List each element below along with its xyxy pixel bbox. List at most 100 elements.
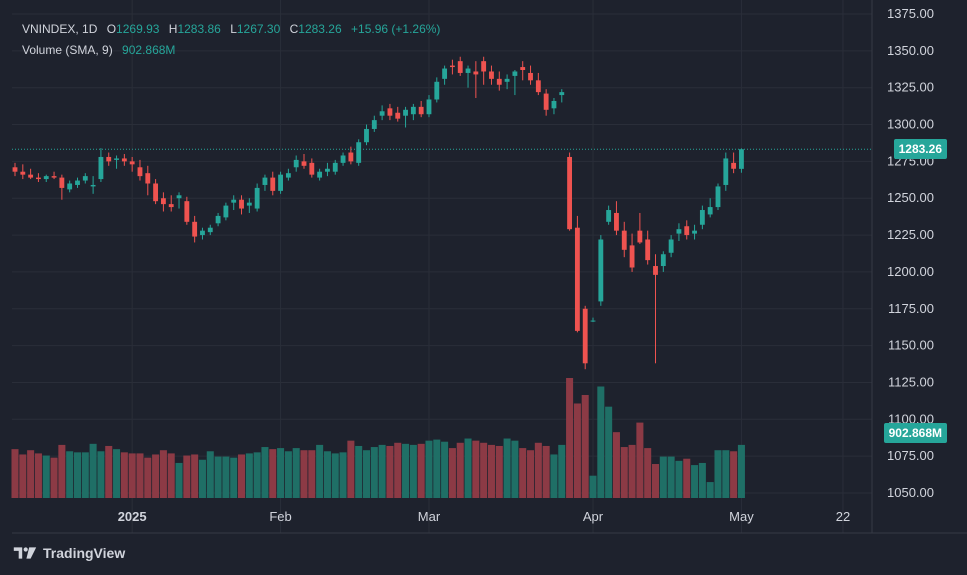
price-tick-label: 1125.00 [888, 374, 934, 389]
volume-bar [370, 447, 378, 498]
volume-bar [691, 465, 699, 498]
volume-bar [89, 443, 97, 498]
change-value: +15.96 (+1.26%) [351, 22, 441, 36]
volume-bar [245, 453, 253, 498]
candle-body [293, 159, 299, 168]
volume-bars [11, 378, 745, 498]
candle-body [504, 78, 510, 82]
volume-bar [722, 450, 730, 498]
volume-bar [737, 444, 745, 498]
candle-body [512, 71, 518, 76]
candle-body [98, 156, 104, 180]
volume-bar [50, 457, 58, 498]
candle-body [418, 106, 424, 115]
candle-body [692, 230, 697, 234]
time-axis[interactable]: 2025 Feb Mar Apr May 22 [118, 509, 850, 524]
candle-body [20, 171, 26, 175]
candle-body [426, 99, 432, 115]
price-tick-label: 1375.00 [887, 6, 934, 21]
time-tick-label: May [729, 509, 754, 524]
candle-body [325, 168, 330, 172]
volume-bar [433, 439, 441, 498]
price-tick-label: 1325.00 [887, 80, 934, 95]
candle-body [528, 72, 533, 81]
volume-bar [659, 456, 667, 498]
candlesticks [12, 56, 744, 370]
volume-bar [480, 442, 488, 498]
volume-bar [636, 422, 644, 498]
volume-bar [464, 438, 472, 498]
candle-body [340, 155, 346, 163]
candle-body [176, 195, 182, 199]
candle-body [309, 162, 315, 175]
volume-bar [511, 440, 519, 498]
volume-bar [409, 444, 417, 498]
volume-indicator-label[interactable]: Volume (SMA, 9) [22, 43, 113, 57]
candle-body [262, 177, 268, 185]
chart-grid [12, 0, 872, 533]
volume-bar [191, 454, 199, 498]
candle-body [621, 230, 627, 250]
open-label: O [106, 22, 117, 36]
price-tick-label: 1225.00 [887, 227, 934, 242]
volume-bar [534, 442, 542, 498]
volume-bar [386, 445, 394, 498]
candle-body [82, 176, 88, 181]
volume-bar [558, 444, 566, 498]
time-tick-label: 2025 [118, 509, 147, 524]
volume-bar [81, 452, 89, 498]
volume-bar [566, 378, 574, 498]
candle-body [699, 210, 705, 225]
candle-body [567, 156, 573, 230]
low-label: L [230, 22, 237, 36]
volume-bar [441, 441, 449, 498]
price-axis[interactable]: 1050.00 1075.00 1100.00 1125.00 1150.00 1175.… [887, 6, 934, 500]
volume-bar [550, 454, 558, 498]
volume-bar [323, 451, 331, 498]
volume-bar [644, 448, 652, 498]
time-tick-label: 22 [836, 509, 850, 524]
volume-bar [347, 440, 355, 498]
volume-bar [628, 444, 636, 498]
volume-bar [175, 462, 183, 498]
volume-bar [448, 448, 456, 498]
volume-bar [277, 448, 285, 498]
candle-body [481, 61, 487, 72]
volume-bar [714, 450, 722, 498]
volume-bar [331, 453, 339, 498]
time-tick-label: Mar [418, 509, 441, 524]
volume-bar [605, 406, 613, 498]
candle-body [543, 93, 549, 110]
candle-body [356, 142, 362, 163]
candle-body [231, 199, 237, 203]
candle-body [254, 187, 260, 209]
brand-name: TradingView [43, 545, 126, 561]
candle-body [660, 254, 666, 267]
candle-body [590, 320, 596, 322]
volume-bar [206, 451, 214, 498]
candle-body [645, 239, 651, 261]
interval-label[interactable]: 1D [82, 22, 98, 36]
volume-bar [425, 440, 433, 498]
volume-bar [706, 482, 714, 498]
volume-bar [269, 449, 277, 498]
volume-bar [198, 459, 206, 498]
volume-bar [589, 475, 597, 498]
price-tick-label: 1200.00 [887, 264, 934, 279]
candle-body [246, 202, 252, 206]
symbol-label[interactable]: VNINDEX [22, 22, 76, 36]
price-tick-label: 1100.00 [888, 411, 934, 426]
volume-indicator-value: 902.868M [122, 43, 176, 57]
price-tick-label: 1175.00 [888, 301, 934, 316]
volume-bar [456, 442, 464, 498]
volume-bar [362, 450, 371, 498]
candle-body [278, 174, 283, 191]
tradingview-logo[interactable]: TradingView [12, 545, 125, 561]
candle-body [28, 174, 34, 178]
volume-bar [730, 451, 738, 498]
candle-body [739, 149, 744, 169]
volume-bar [573, 403, 581, 498]
candle-body [285, 173, 291, 178]
volume-bar [651, 464, 660, 498]
